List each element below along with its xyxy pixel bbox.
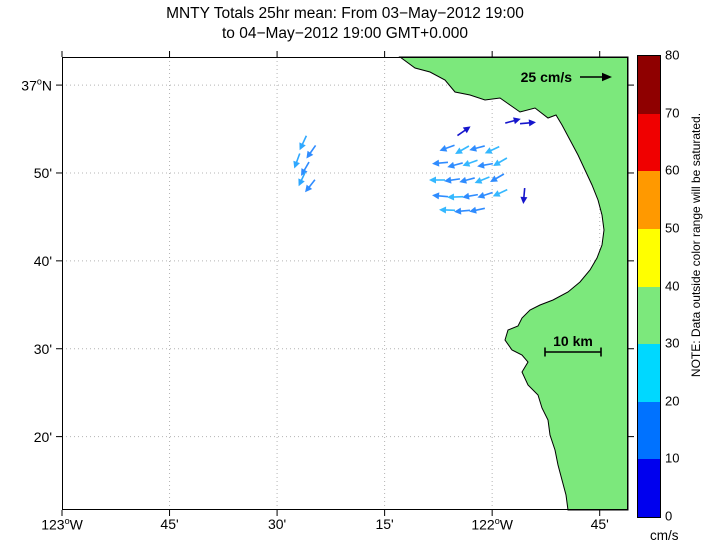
colorbar-tick-label: 80 [665,47,680,63]
current-vector [505,117,521,125]
tick-label: 30' [267,516,287,532]
colorbar-segment [638,344,660,402]
tick-label: 122oW [471,516,513,533]
grid-lines [62,57,628,510]
tick-label: 50' [33,164,52,181]
colorbar-tick-label: 50 [665,220,680,236]
map-plot: 25 cm/s 10 km [56,51,634,516]
current-vector [429,176,445,184]
current-vector [520,187,528,204]
tick-label: 37oN [21,76,52,94]
colorbar-unit-label: cm/s [650,528,679,543]
colorbar [637,55,661,518]
tick-label: 30' [33,340,52,357]
colorbar-tick-label: 70 [665,105,680,121]
x-axis-labels: 123oW 45' 30' 15' 122oW 45' [41,516,628,538]
current-vector [477,191,493,199]
current-vector [459,176,475,184]
y-axis-labels: 37oN 50' 40' 30' 20' [2,57,58,510]
current-vector [462,192,479,200]
coastline-land [398,56,629,511]
current-vector [301,161,310,176]
colorbar-tick-label: 60 [665,162,680,178]
colorbar-tick-label: 10 [665,450,680,466]
current-vector [469,144,485,152]
current-vector [462,159,478,167]
current-vector [439,144,455,152]
current-vector [447,193,464,201]
current-vector [293,153,301,169]
current-vector [444,176,461,184]
current-vector [299,135,308,151]
current-vector [306,144,317,159]
scale-vector-arrowhead [602,72,612,82]
colorbar-tick-label: 20 [665,393,680,409]
tick-label: 20' [33,428,52,445]
colorbar-tick-label: 30 [665,335,680,351]
current-vector [439,206,456,214]
tick-label: 45' [160,516,179,532]
scale-vector-legend: 25 cm/s [521,69,612,85]
current-vector [432,159,449,167]
colorbar-tick-label: 0 [665,508,673,524]
current-vector [432,192,449,200]
colorbar-segment [638,228,660,287]
axes-box [62,57,628,510]
colorbar-tick-label: 40 [665,278,680,293]
current-vector [490,173,505,182]
current-vector [492,188,508,197]
scale-vector-label: 25 cm/s [521,69,573,85]
colorbar-segment [638,286,660,345]
current-vectors [293,117,536,215]
tick-label: 45' [590,516,609,532]
axis-ticks [56,51,634,516]
current-vector [519,119,536,127]
tick-label: 15' [375,516,394,532]
scale-bar-label: 10 km [553,333,593,349]
current-vector [484,145,500,154]
current-vector [474,176,490,184]
title-line2: to 04−May−2012 19:00 GMT+0.000 [221,25,469,42]
tick-label: 123oW [41,516,83,533]
colorbar-segment [638,171,660,229]
current-vector [456,126,471,137]
current-vector [493,157,508,166]
title-line1: MNTY Totals 25hr mean: From 03−May−2012 … [166,5,524,22]
current-vector [469,206,485,214]
current-vector [455,145,470,154]
tick-label: 40' [33,252,52,269]
colorbar-note: NOTE: Data outside color range will be s… [689,112,703,378]
colorbar-segment [638,56,660,114]
scale-bar: 10 km [544,333,602,357]
plot-title: MNTY Totals 25hr mean: From 03−May−2012 … [0,4,690,44]
current-vector [454,207,471,215]
colorbar-segment [638,113,660,172]
current-vector [447,161,463,169]
colorbar-segment [638,401,660,460]
current-vector [298,171,307,187]
current-vector [305,179,316,193]
colorbar-segment [638,459,660,517]
colorbar-tick-labels: 0 10 20 30 40 50 60 70 80 [665,48,699,524]
current-vector [477,161,494,169]
